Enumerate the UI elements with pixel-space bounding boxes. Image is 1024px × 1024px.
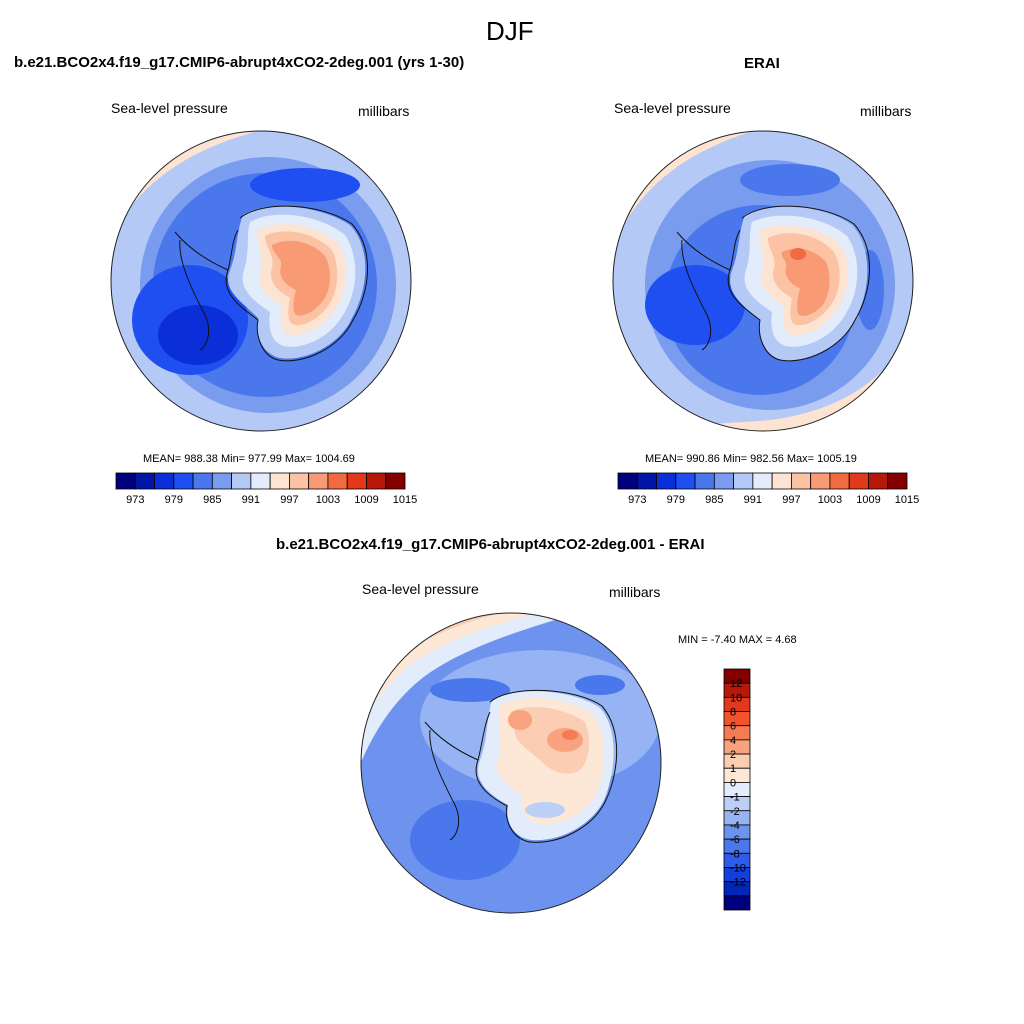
panel2-units: millibars (860, 103, 912, 119)
panel2-colorbar-box (636, 472, 657, 490)
panel2-colorbar-box (810, 472, 831, 490)
panel3-map-border (360, 612, 662, 914)
panel2-colorbar-box (868, 472, 889, 490)
panel3-colorbar-box (723, 739, 751, 755)
panel3-colorbar-tick-label: 6 (730, 721, 736, 733)
panel2-colorbar-tick-label: 973 (628, 494, 646, 506)
panel3-colorbar-tick-label: 8 (730, 707, 736, 719)
panel2-colorbar-tick-label: 1003 (818, 494, 842, 506)
panel3-units: millibars (609, 584, 661, 600)
panel3-colorbar-tick-label: 0 (730, 777, 736, 789)
panel1-colorbar-tick-label: 1009 (354, 494, 378, 506)
panel1-colorbar-tick-label: 997 (280, 494, 298, 506)
panel3-colorbar-box (723, 753, 751, 769)
panel1-colorbar-tick-label: 1003 (316, 494, 340, 506)
panel2-colorbar-box (733, 472, 754, 490)
panel3-colorbar-tick-label: 1 (730, 763, 736, 775)
panel2-colorbar-tick-label: 1015 (895, 494, 919, 506)
panel2-map-border (612, 130, 914, 432)
panel1-variable: Sea-level pressure (111, 100, 228, 116)
panel1-colorbar-box (250, 472, 271, 490)
panel3-colorbar-box (723, 767, 751, 783)
panel1-colorbar-box (327, 472, 348, 490)
panel2-colorbar: 973 979 985 991 997 1003 1009 1015 (617, 472, 919, 506)
panel1-colorbar-box (308, 472, 329, 490)
panel2-colorbar-box (829, 472, 850, 490)
panel2-colorbar-box (713, 472, 734, 490)
panel2-colorbar-box (887, 472, 908, 490)
panel2-colorbar-box (617, 472, 638, 490)
panel3-variable: Sea-level pressure (362, 581, 479, 597)
panel1-colorbar-box (269, 472, 290, 490)
panel1-colorbar-box (192, 472, 213, 490)
panel3-title: b.e21.BCO2x4.f19_g17.CMIP6-abrupt4xCO2-2… (276, 536, 705, 553)
panel2-colorbar-tick-label: 979 (667, 494, 685, 506)
panel2-colorbar-box (791, 472, 812, 490)
panel3-colorbar-tick-label: 4 (730, 735, 736, 747)
panel3-colorbar-tick-label: -8 (730, 848, 740, 860)
panel1-colorbar-box (154, 472, 175, 490)
panel1-colorbar-box (115, 472, 136, 490)
panel1-colorbar-box (346, 472, 367, 490)
panel3-colorbar-tick-label: -2 (730, 806, 740, 818)
panel1-units: millibars (358, 103, 410, 119)
panel1-colorbar-tick-label: 1015 (393, 494, 417, 506)
panel1-colorbar-box (231, 472, 252, 490)
panel2-colorbar-box (752, 472, 773, 490)
panel1-colorbar-box (134, 472, 155, 490)
page-title: DJF (486, 16, 534, 46)
panel2-colorbar-box (694, 472, 715, 490)
panel1-colorbar-box (173, 472, 194, 490)
panel2-colorbar-box (656, 472, 677, 490)
panel1-title: b.e21.BCO2x4.f19_g17.CMIP6-abrupt4xCO2-2… (14, 54, 465, 71)
panel2-map (613, 131, 913, 431)
panel3-colorbar-box (723, 711, 751, 727)
panel3-colorbar-tick-label: 10 (730, 692, 742, 704)
panel3-colorbar-tick-label: -1 (730, 792, 740, 804)
panel1-colorbar-tick-label: 985 (203, 494, 221, 506)
panel3-colorbar-tick-label: -6 (730, 834, 740, 846)
panel2-colorbar-tick-label: 985 (705, 494, 723, 506)
panel3-colorbar-tick-label: -12 (730, 877, 746, 889)
panel3-map (361, 613, 661, 913)
panel3-colorbar-box (723, 895, 751, 911)
panel3-colorbar-tick-label: -4 (730, 820, 740, 832)
panel1-colorbar-box (366, 472, 387, 490)
panel1-colorbar-tick-label: 991 (242, 494, 260, 506)
panel2-title: ERAI (744, 55, 780, 72)
panel1-map (111, 131, 411, 431)
panel3-colorbar-tick-label: -10 (730, 862, 746, 874)
panel1-colorbar-box (288, 472, 310, 490)
panel3-colorbar-tick-label: 2 (730, 749, 736, 761)
panel2-colorbar-tick-label: 1009 (856, 494, 880, 506)
panel2-colorbar-box (675, 472, 696, 490)
panel1-colorbar-box (211, 472, 232, 490)
panel2-variable: Sea-level pressure (614, 100, 731, 116)
panel2-stats: MEAN= 990.86 Min= 982.56 Max= 1005.19 (645, 453, 857, 465)
panel2-colorbar-tick-label: 991 (744, 494, 762, 506)
panel1-colorbar-tick-label: 973 (126, 494, 144, 506)
panel2-colorbar-tick-label: 997 (782, 494, 800, 506)
panel1-colorbar-tick-label: 979 (165, 494, 183, 506)
panel3-colorbar-box (723, 725, 751, 741)
panel1-colorbar-box (385, 472, 406, 490)
panel2-colorbar-box (848, 472, 869, 490)
panel3-stats: MIN = -7.40 MAX = 4.68 (678, 634, 797, 646)
panel1-map-border (110, 130, 412, 432)
panel1-colorbar: 973 979 985 991 997 1003 1009 1015 (115, 472, 417, 506)
panel3-colorbar-tick-label: 12 (730, 678, 742, 690)
panel1-stats: MEAN= 988.38 Min= 977.99 Max= 1004.69 (143, 453, 355, 465)
panel2-colorbar-box (771, 472, 792, 490)
